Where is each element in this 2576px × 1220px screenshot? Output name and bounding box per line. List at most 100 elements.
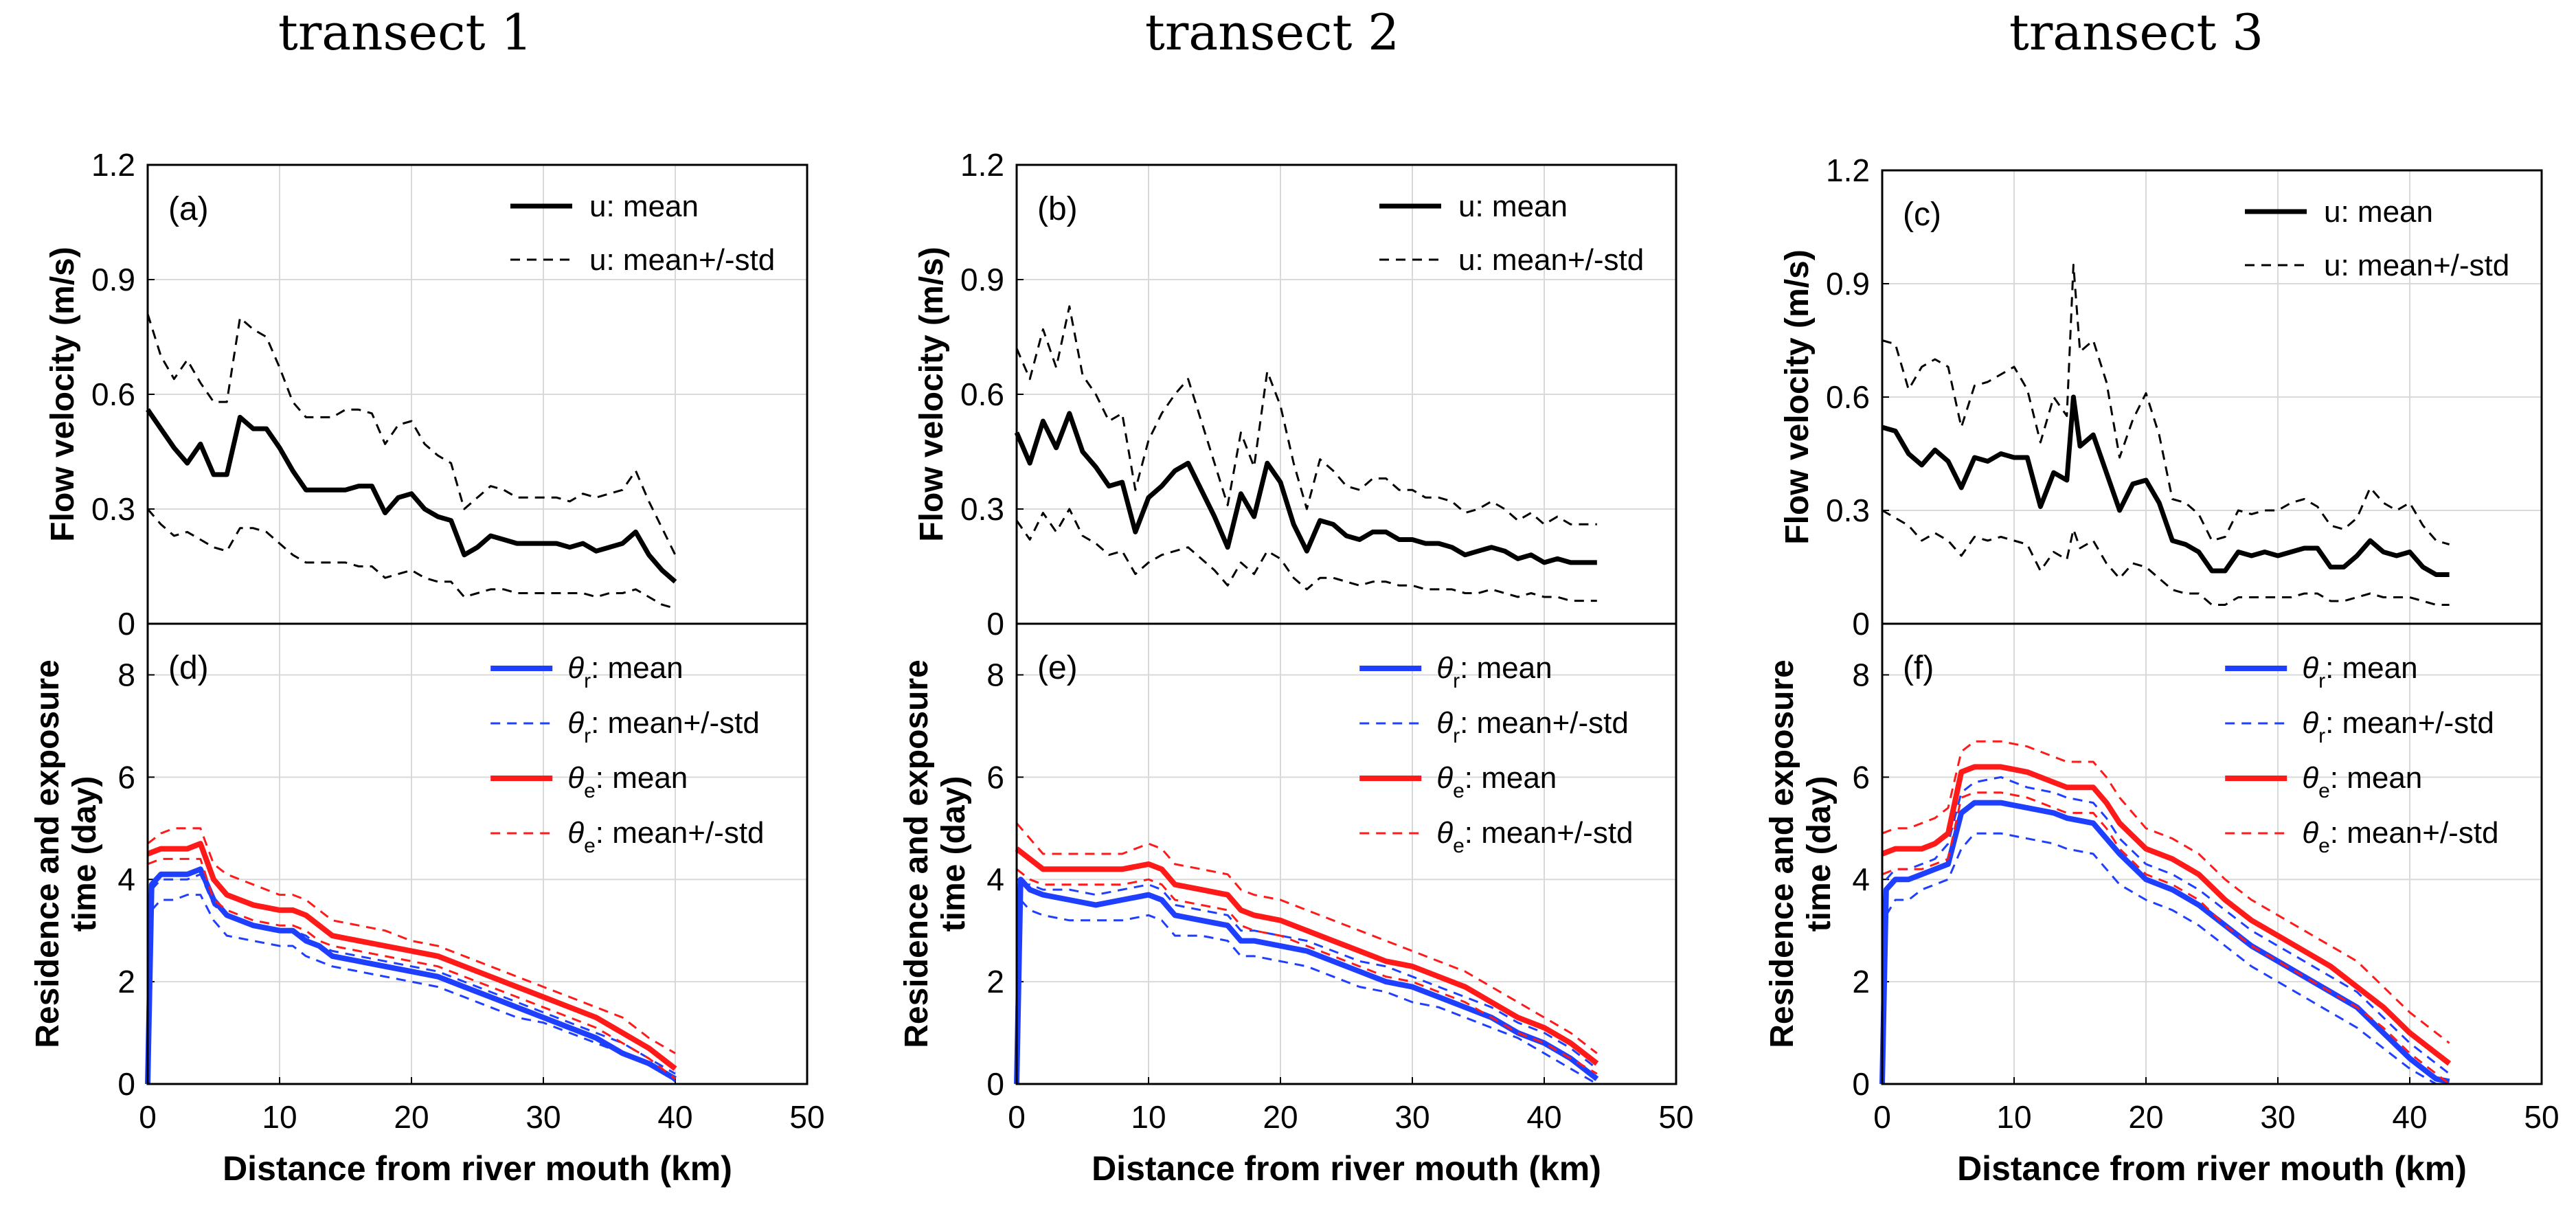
panel-label: (b): [1037, 191, 1078, 227]
series-line-u-mean: [146, 408, 677, 584]
panel-a: 0 0.3 0.6 0.9 1.2 Flow velocity (m/s) (a) u: me…: [45, 147, 809, 642]
legend-label-std: u: mean+/-std: [2324, 249, 2509, 282]
panel-label: (e): [1037, 650, 1078, 686]
x-tick-label: 30: [2260, 1099, 2295, 1135]
series-line-theta-e-std: [1015, 822, 1598, 1054]
x-tick-label: 50: [789, 1099, 824, 1135]
x-tick-label: 30: [1394, 1099, 1430, 1135]
series-line-u-std: [1015, 305, 1597, 526]
y-tick-label: 0: [117, 606, 135, 642]
x-axis-label: Distance from river mouth (km): [1957, 1149, 2467, 1188]
legend-label: θe: mean+/-std: [1436, 816, 1633, 857]
legend-label: θr: mean+/-std: [567, 706, 760, 747]
title-transect-1: transect 1: [278, 3, 532, 61]
y-tick-label: 0.6: [1826, 379, 1870, 415]
series-line-theta-r-std: [150, 894, 676, 1083]
y-tick-label: 0: [1852, 606, 1870, 642]
panel-label: (f): [1903, 650, 1934, 686]
y-tick-label: 0: [1852, 1066, 1870, 1102]
series-line-theta-e-std: [147, 857, 676, 1080]
series-line-theta-e-std: [1882, 740, 2450, 1044]
series-line-theta-r-std: [1020, 883, 1598, 1070]
y-tick-label: 2: [117, 964, 135, 999]
series-line-u-std: [1015, 508, 1597, 602]
axes-frame: [1881, 622, 2543, 1085]
series-line-theta-r-std: [1885, 832, 2450, 1085]
series-line-u-std: [146, 313, 677, 556]
y-axis-label-line2: time (day): [936, 776, 972, 932]
legend-label: θe: mean: [567, 761, 688, 802]
series-line-theta-r-std: [150, 873, 676, 1075]
x-tick-label: 40: [1526, 1099, 1561, 1135]
x-tick-label: 10: [262, 1099, 297, 1135]
series-line-theta-e-mean: [1015, 846, 1599, 1066]
y-tick-label: 0.6: [960, 376, 1004, 412]
panel-e: 0 2 4 6 8 0 10 20 30 40 50 Distance from river mout…: [899, 622, 1694, 1188]
legend-label-mean: u: mean: [2324, 195, 2433, 229]
y-tick-label: 4: [986, 861, 1004, 897]
panel-label: (d): [168, 650, 209, 686]
y-tick-label: 8: [117, 657, 135, 692]
legend-label: θr: mean: [2302, 651, 2417, 692]
legend-label: θr: mean: [567, 651, 683, 692]
y-axis-label: Flow velocity (m/s): [45, 247, 81, 541]
panel-c: 0 0.3 0.6 0.9 1.2 Flow velocity (m/s) (c) u: me…: [1779, 152, 2543, 642]
series-line-theta-r-mean: [145, 866, 677, 1085]
title-transect-2: transect 2: [1145, 3, 1399, 61]
legend-label-mean: u: mean: [1458, 190, 1568, 223]
legend-label: θe: mean: [1436, 761, 1557, 802]
y-axis-label-line2: time (day): [1801, 776, 1838, 932]
series-line-theta-r-mean: [1014, 877, 1599, 1085]
legend-label-std: u: mean+/-std: [589, 243, 775, 277]
legend-label: θe: mean+/-std: [567, 816, 764, 857]
y-axis-label-line1: Residence and exposure: [1764, 659, 1800, 1048]
y-tick-label: 8: [986, 657, 1004, 692]
plots-layer: 0 0.3 0.6 0.9 1.2 Flow velocity (m/s) (a) u: me…: [30, 147, 2560, 1188]
y-tick-label: 0.9: [960, 262, 1004, 297]
x-tick-label: 0: [139, 1099, 157, 1135]
y-tick-label: 0.3: [91, 491, 135, 527]
y-axis-label-line1: Residence and exposure: [30, 659, 66, 1048]
series-line-theta-e-std: [1882, 791, 2450, 1085]
series-line-u-std: [146, 508, 676, 610]
y-tick-label: 4: [117, 861, 135, 897]
y-tick-label: 0: [117, 1066, 135, 1102]
series-line-theta-r-std: [1885, 776, 2450, 1075]
panel-d: 0 2 4 6 8 0 10 20 30 40 50 Distance from river mout…: [30, 622, 825, 1188]
y-tick-label: 0.3: [960, 491, 1004, 527]
x-tick-label: 50: [1658, 1099, 1693, 1135]
series-line-theta-r-std: [1019, 899, 1598, 1085]
panel-f: 0 2 4 6 8 0 10 20 30 40 50 Distance from river mout…: [1764, 622, 2560, 1188]
x-tick-label: 20: [394, 1099, 429, 1135]
x-tick-label: 40: [2392, 1099, 2427, 1135]
series-line-theta-e-mean: [1881, 764, 2452, 1066]
y-tick-label: 0.9: [1826, 266, 1870, 302]
series-line-theta-e-mean: [146, 841, 677, 1071]
panel-b: 0 0.3 0.6 0.9 1.2 Flow velocity (m/s) (b) u: me…: [914, 147, 1677, 642]
y-tick-label: 0: [986, 606, 1004, 642]
series-line-u-mean: [1882, 394, 2450, 577]
y-tick-label: 2: [986, 964, 1004, 999]
y-tick-label: 2: [1852, 964, 1870, 999]
y-tick-label: 6: [117, 759, 135, 795]
y-tick-label: 1.2: [960, 147, 1004, 183]
x-tick-label: 40: [657, 1099, 692, 1135]
x-tick-label: 10: [1996, 1099, 2031, 1135]
panel-label: (a): [168, 191, 209, 227]
legend-label: θe: mean: [2302, 761, 2422, 802]
x-tick-label: 0: [1008, 1099, 1026, 1135]
title-transect-3: transect 3: [2009, 3, 2263, 61]
y-axis-label-line2: time (day): [67, 776, 103, 932]
y-tick-label: 8: [1852, 657, 1870, 692]
y-tick-label: 6: [986, 759, 1004, 795]
axes-frame: [1015, 622, 1677, 1085]
y-tick-label: 0.9: [91, 262, 135, 297]
legend-label: θr: mean: [1436, 651, 1552, 692]
y-tick-label: 1.2: [91, 147, 135, 183]
y-tick-label: 0.6: [91, 376, 135, 412]
y-tick-label: 6: [1852, 759, 1870, 795]
y-axis-label: Flow velocity (m/s): [1779, 249, 1816, 544]
panel-label: (c): [1903, 196, 1941, 233]
legend-label: θe: mean+/-std: [2302, 816, 2498, 857]
